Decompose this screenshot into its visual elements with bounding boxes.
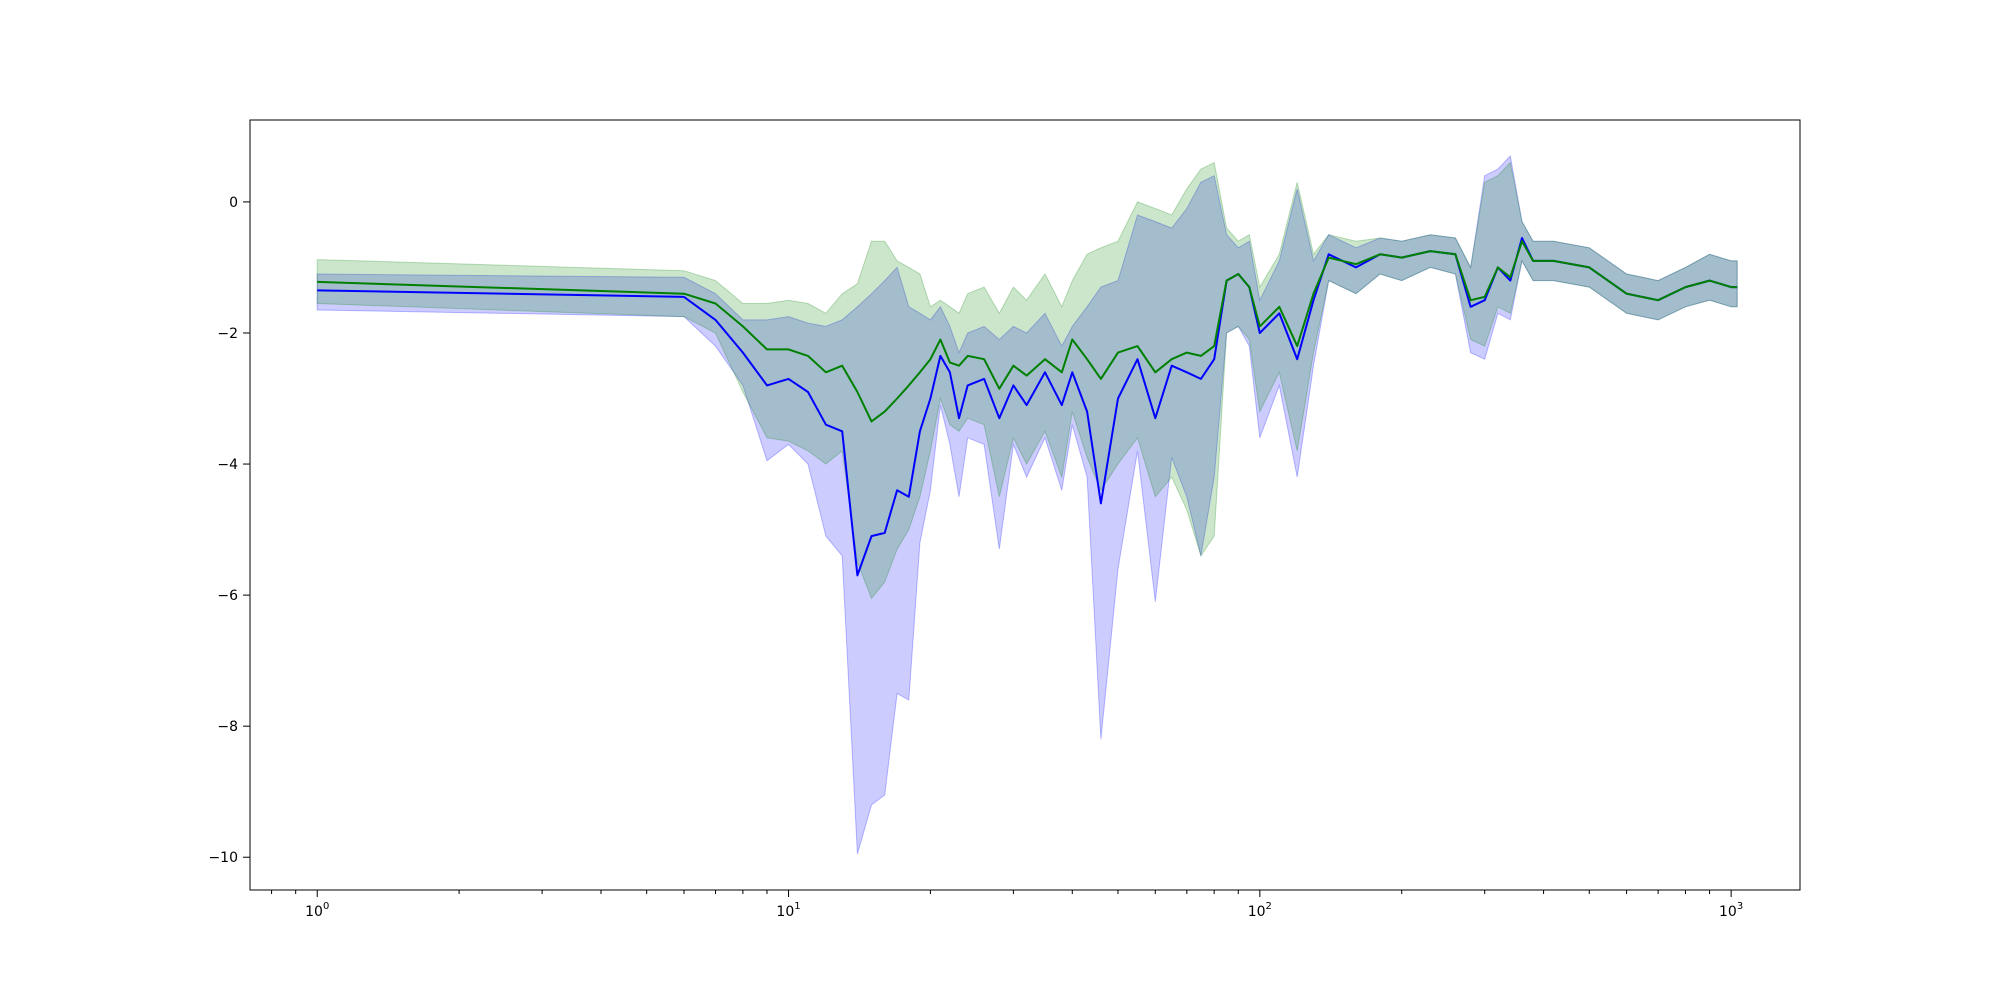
y-tick-label: −8 [217,719,238,735]
y-axis: 0 −2 −4 −6 −8 −10 [208,195,250,866]
x-tick-label: 100 [305,901,329,920]
y-tick-label: −4 [217,457,238,473]
series-1-line [317,240,1738,423]
y-tick-label: 0 [229,195,238,211]
series-0-band [316,154,1738,855]
x-tick-label: 102 [1248,901,1272,920]
x-tick-label: 101 [776,901,800,920]
series-lines [317,237,1738,577]
series-0-line [317,237,1738,577]
y-tick-label: −10 [208,850,238,866]
x-tick-label: 103 [1719,901,1743,920]
y-tick-label: −2 [217,326,238,342]
y-tick-label: −6 [217,588,238,604]
x-axis: 100 101 102 103 [271,890,1743,920]
plot-frame [249,119,1801,891]
series-1-band [316,161,1738,600]
confidence-bands [316,154,1738,855]
